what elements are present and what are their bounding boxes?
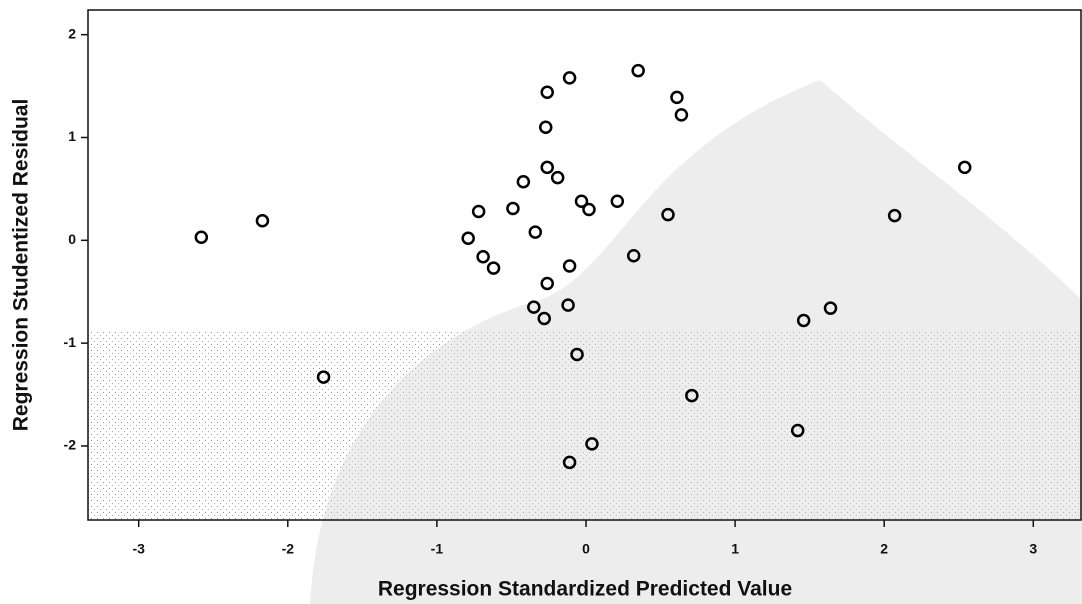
point xyxy=(540,85,554,100)
point xyxy=(670,90,684,105)
x-tick-label: -2 xyxy=(282,541,295,557)
point xyxy=(582,202,596,217)
point xyxy=(796,313,811,328)
x-axis-title: Regression Standardized Predicted Value xyxy=(378,578,792,601)
point xyxy=(674,108,689,122)
y-tick-label: 2 xyxy=(68,25,76,41)
point xyxy=(570,347,584,362)
point xyxy=(486,261,501,275)
point xyxy=(561,298,575,312)
point xyxy=(194,230,209,244)
point xyxy=(540,276,554,291)
x-tick-label: 2 xyxy=(880,541,888,557)
point xyxy=(471,204,486,219)
point xyxy=(790,423,805,438)
point xyxy=(562,259,577,273)
y-tick-label: -1 xyxy=(64,334,77,350)
point xyxy=(538,120,553,134)
point xyxy=(562,455,577,470)
y-axis-title: Regression Studentized Residual xyxy=(10,99,33,432)
point xyxy=(316,370,331,384)
point xyxy=(631,63,645,78)
point xyxy=(661,207,675,222)
point xyxy=(516,174,531,189)
point xyxy=(461,231,475,246)
point xyxy=(527,300,541,314)
watermark xyxy=(310,80,1082,604)
point xyxy=(957,160,972,175)
point xyxy=(626,248,641,263)
point xyxy=(685,388,699,403)
x-tick-label: 1 xyxy=(731,541,739,557)
x-tick-label: -1 xyxy=(431,541,444,557)
x-tick-label: -3 xyxy=(132,541,145,557)
point xyxy=(574,194,589,208)
point xyxy=(610,194,625,208)
point xyxy=(476,250,490,264)
y-tick-label: 0 xyxy=(68,231,76,247)
point xyxy=(255,214,270,228)
x-tick-label: 3 xyxy=(1029,541,1037,557)
point xyxy=(550,170,565,185)
point xyxy=(537,311,551,326)
background-texture xyxy=(88,330,1081,520)
point xyxy=(887,208,902,223)
y-tick-label: -2 xyxy=(64,437,77,453)
point xyxy=(528,225,543,239)
point xyxy=(506,201,520,216)
plot-frame xyxy=(87,9,1082,521)
point xyxy=(562,71,577,85)
y-tick-label: 1 xyxy=(68,128,76,144)
point xyxy=(823,301,838,315)
x-tick-label: 0 xyxy=(582,541,590,557)
point xyxy=(540,160,554,175)
point xyxy=(585,437,599,451)
